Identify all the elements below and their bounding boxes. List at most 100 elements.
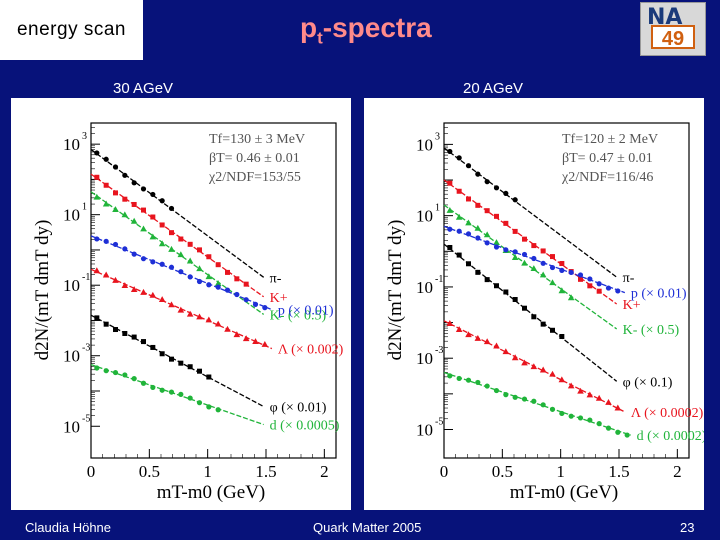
data-point — [494, 283, 499, 289]
x-axis-label: mT-m0 (GeV) — [510, 482, 619, 503]
data-point — [484, 240, 490, 246]
data-point — [159, 261, 165, 267]
data-point — [196, 278, 203, 285]
data-point — [596, 281, 602, 287]
data-point — [605, 425, 612, 431]
data-point — [455, 326, 463, 333]
data-point — [186, 257, 194, 264]
data-point — [446, 206, 454, 213]
data-point — [493, 185, 500, 191]
y-tick-exponent: -3 — [82, 343, 90, 354]
data-point — [559, 333, 565, 339]
data-point — [596, 420, 602, 427]
series-4: φ (× 0.1) — [443, 243, 673, 390]
data-point — [484, 383, 490, 389]
data-point — [102, 200, 110, 207]
series-0: π- — [443, 147, 635, 286]
data-point — [131, 251, 137, 257]
data-point — [503, 392, 509, 398]
data-point — [178, 269, 184, 275]
data-point — [568, 269, 574, 275]
panel-header-30agev: 30 AGeV — [113, 80, 174, 97]
series-label: d (× 0.0005) — [270, 419, 340, 434]
data-point — [447, 244, 453, 250]
fit-parameter-label: Tf=120 ± 2 MeV — [562, 132, 658, 147]
data-point — [503, 190, 509, 197]
series-3: p (× 0.01) — [443, 225, 687, 302]
data-point — [103, 368, 109, 374]
data-point — [140, 288, 147, 295]
data-point — [187, 241, 193, 247]
fit-line — [90, 148, 265, 278]
y-tick-label: 10 — [416, 420, 433, 439]
data-point — [197, 368, 202, 374]
fit-line — [90, 363, 264, 426]
data-point — [512, 394, 518, 400]
data-point — [595, 394, 603, 401]
data-point — [531, 314, 537, 320]
data-point — [112, 241, 119, 248]
series-6: d (× 0.0005) — [90, 363, 340, 434]
data-point — [493, 239, 500, 246]
x-tick-label: 1.5 — [255, 462, 276, 481]
y-tick-label: 10 — [63, 206, 80, 225]
data-point — [150, 214, 156, 220]
data-point — [149, 233, 157, 240]
data-point — [187, 274, 193, 280]
data-point — [503, 220, 509, 226]
data-point — [121, 282, 129, 289]
data-point — [493, 342, 500, 349]
x-tick-label: 0 — [440, 462, 449, 481]
data-point — [512, 297, 518, 303]
fit-parameter-label: βT= 0.46 ± 0.01 — [209, 151, 300, 166]
data-point — [140, 380, 147, 386]
data-point — [578, 276, 583, 282]
data-point — [140, 186, 147, 192]
data-point — [252, 338, 259, 345]
data-point — [234, 276, 240, 282]
data-point — [484, 277, 490, 283]
data-point — [159, 198, 165, 204]
data-point — [521, 251, 528, 258]
data-point — [234, 291, 240, 298]
data-point — [113, 190, 118, 196]
data-point — [196, 400, 203, 406]
series-label: φ (× 0.1) — [623, 375, 673, 390]
data-point — [512, 249, 518, 255]
y-axis-label: d2N/(mT dmT dy) — [32, 220, 53, 361]
x-tick-label: 0 — [87, 462, 96, 481]
data-point — [624, 432, 630, 438]
data-point — [587, 283, 593, 289]
panel-header-20agev: 20 AGeV — [463, 80, 524, 97]
data-point — [215, 262, 221, 268]
data-point — [550, 327, 555, 333]
x-tick-label: 0.5 — [139, 462, 160, 481]
series-1: K+ — [443, 179, 641, 313]
data-point — [206, 282, 212, 288]
y-tick-label: 10 — [63, 347, 80, 366]
data-point — [456, 188, 462, 194]
chart-20agev: 10 310 110 -110 -310 -50 0.5 1 1.5 2mT-m0 (GeV)d2… — [385, 122, 707, 503]
series-label: d (× 0.0002) — [637, 429, 704, 444]
y-tick-label: 10 — [416, 207, 433, 226]
data-point — [484, 208, 490, 214]
series-0: π- — [90, 148, 282, 286]
data-point — [196, 313, 203, 320]
data-point — [466, 196, 471, 202]
data-point — [149, 291, 157, 298]
data-point — [112, 164, 119, 170]
data-point — [587, 276, 593, 282]
fit-line — [90, 235, 273, 311]
data-point — [243, 281, 249, 287]
data-point — [568, 413, 574, 419]
data-point — [122, 172, 128, 178]
y-axis-ticks — [444, 127, 453, 430]
data-point — [558, 287, 566, 294]
data-point — [567, 382, 575, 389]
data-point — [262, 305, 268, 311]
footer-conference: Quark Matter 2005 — [313, 520, 422, 535]
data-point — [122, 196, 128, 202]
x-tick-label: 2 — [320, 462, 329, 481]
data-point — [150, 344, 156, 350]
data-point — [131, 201, 137, 207]
